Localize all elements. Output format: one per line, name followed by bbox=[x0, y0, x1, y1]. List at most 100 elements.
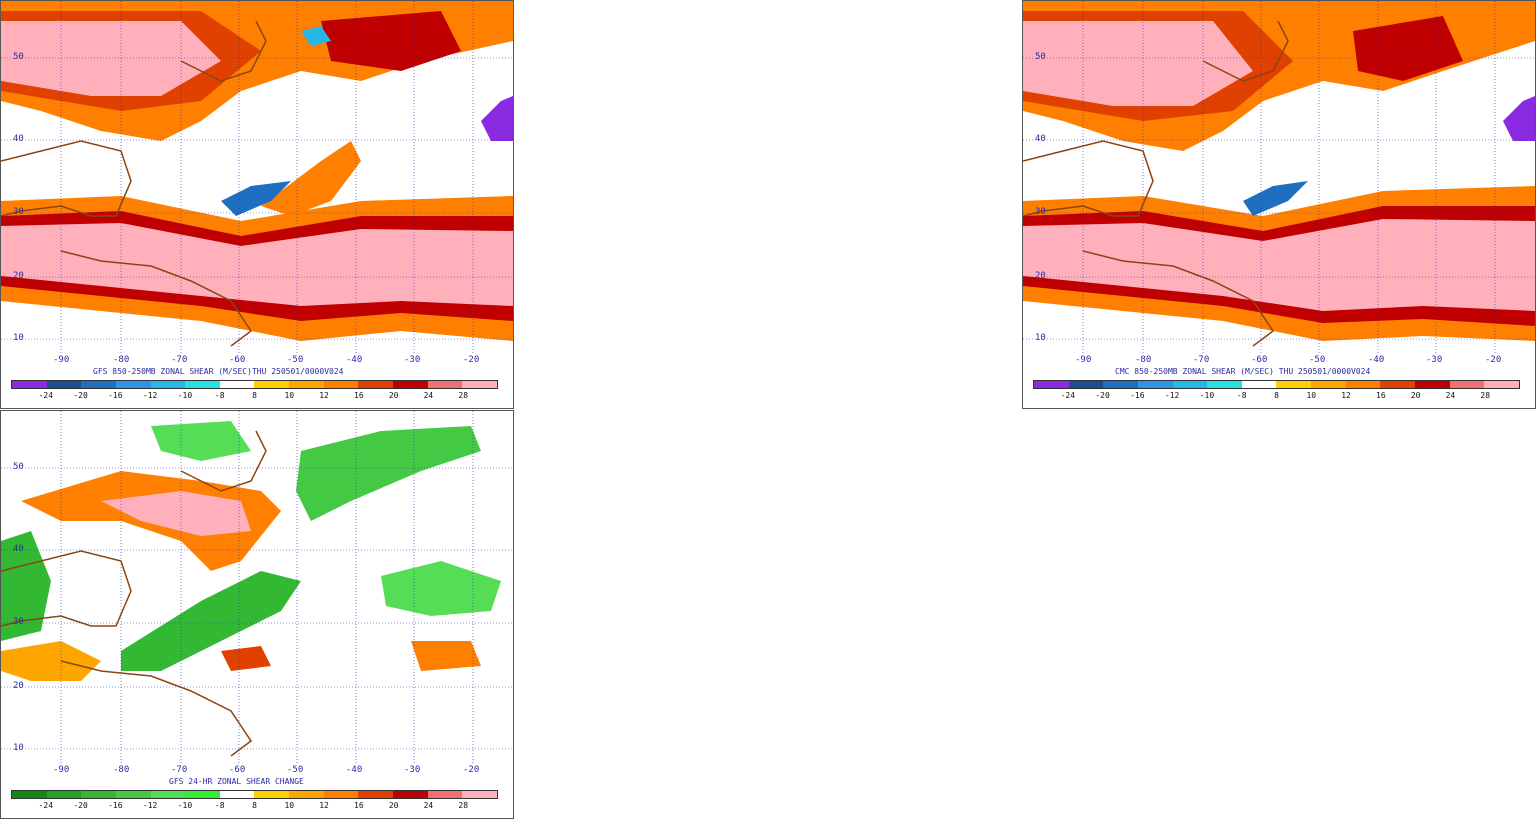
colorbar-tick-label: 8 bbox=[252, 391, 257, 400]
colorbar-tick-label: -8 bbox=[214, 391, 225, 400]
gfs-change-map bbox=[1, 411, 513, 763]
colorbar-tick-label: 20 bbox=[388, 391, 399, 400]
colorbar-tick-label: 24 bbox=[423, 391, 434, 400]
change-region bbox=[1, 531, 51, 641]
colorbar-swatch bbox=[1137, 381, 1173, 388]
lon-label: -90 bbox=[1075, 355, 1092, 365]
shear-region bbox=[1243, 181, 1308, 216]
cmc-shear-map bbox=[1023, 1, 1535, 353]
colorbar-tick-label: 16 bbox=[354, 801, 364, 810]
colorbar bbox=[1033, 380, 1520, 389]
colorbar-swatch bbox=[12, 381, 47, 388]
lon-label: -40 bbox=[1368, 355, 1385, 365]
colorbar-swatch bbox=[1311, 381, 1346, 388]
colorbar-tick-label: 24 bbox=[1445, 391, 1456, 400]
shear-region bbox=[1023, 219, 1535, 311]
lon-label: -50 bbox=[287, 355, 304, 365]
lon-label: -20 bbox=[463, 355, 480, 365]
colorbar-swatch bbox=[150, 791, 186, 798]
colorbar-tick-label: -10 bbox=[177, 391, 193, 400]
change-region bbox=[121, 571, 301, 671]
lon-label: -60 bbox=[229, 355, 246, 365]
lat-label: 50 bbox=[13, 52, 24, 62]
colorbar-swatch bbox=[81, 381, 116, 388]
colorbar-tick-label: -20 bbox=[1095, 391, 1110, 400]
colorbar-tick-label: -16 bbox=[1130, 391, 1145, 400]
colorbar-tick-label: -20 bbox=[73, 801, 88, 810]
lon-label: -20 bbox=[1485, 355, 1502, 365]
lon-label: -80 bbox=[1135, 355, 1152, 365]
colorbar-labels: -24 -20 -16 -12 -10 -8 8 10 12 16 20 24 28 bbox=[11, 801, 498, 813]
change-region bbox=[381, 561, 501, 616]
lon-label: -20 bbox=[463, 765, 480, 775]
colorbar bbox=[11, 790, 498, 799]
cmc-shear-panel: 50 40 30 20 10 -90 -80 -70 -60 -50 -40 -… bbox=[1022, 0, 1536, 409]
colorbar-tick-label: 12 bbox=[319, 391, 329, 400]
colorbar-swatch bbox=[1207, 381, 1242, 388]
colorbar-tick-label: -12 bbox=[1164, 391, 1180, 400]
colorbar-swatch bbox=[462, 791, 497, 798]
lat-label: 10 bbox=[13, 333, 24, 343]
panel-title: GFS 850-250MB ZONAL SHEAR (M/SEC)THU 250… bbox=[93, 367, 344, 376]
colorbar-tick-label: 10 bbox=[1306, 391, 1317, 400]
colorbar-swatch bbox=[46, 381, 82, 388]
colorbar-swatch bbox=[46, 791, 82, 798]
colorbar-swatch bbox=[1345, 381, 1381, 388]
change-region bbox=[101, 491, 251, 536]
colorbar-labels: -24 -20 -16 -12 -10 -8 8 10 12 16 20 24 28 bbox=[11, 391, 498, 403]
coastline bbox=[180, 20, 267, 82]
colorbar-swatch bbox=[115, 381, 151, 388]
colorbar-swatch bbox=[1068, 381, 1104, 388]
coastline bbox=[1082, 250, 1275, 347]
colorbar bbox=[11, 380, 498, 389]
shear-region bbox=[1023, 21, 1253, 106]
colorbar-tick-label: 10 bbox=[284, 391, 295, 400]
lat-label: 50 bbox=[13, 462, 24, 472]
shear-region bbox=[1503, 96, 1535, 141]
lon-label: -30 bbox=[1426, 355, 1443, 365]
lat-label: 30 bbox=[13, 207, 24, 217]
colorbar-swatch bbox=[427, 381, 463, 388]
lat-label: 10 bbox=[13, 743, 24, 753]
lat-label: 40 bbox=[1035, 134, 1046, 144]
shear-region bbox=[1, 21, 221, 96]
shear-region bbox=[1353, 16, 1463, 81]
change-region bbox=[151, 421, 251, 461]
colorbar-swatch bbox=[393, 791, 428, 798]
colorbar-tick-label: 8 bbox=[252, 801, 257, 810]
colorbar-tick-label: 28 bbox=[458, 801, 469, 810]
colorbar-swatch bbox=[323, 381, 359, 388]
shear-region bbox=[301, 26, 331, 46]
lon-label: -30 bbox=[404, 355, 421, 365]
lat-label: 20 bbox=[13, 681, 24, 691]
colorbar-swatch bbox=[219, 791, 255, 798]
gfs-shear-panel: 50 40 30 20 10 -90 -80 -70 -60 -50 -40 -… bbox=[0, 0, 514, 409]
colorbar-tick-label: 16 bbox=[1376, 391, 1386, 400]
lon-label: -60 bbox=[229, 765, 246, 775]
colorbar-swatch bbox=[462, 381, 497, 388]
colorbar-tick-label: -24 bbox=[38, 391, 54, 400]
lon-label: -90 bbox=[53, 765, 70, 775]
colorbar-tick-label: 8 bbox=[1274, 391, 1279, 400]
lat-label: 20 bbox=[13, 271, 24, 281]
colorbar-swatch bbox=[393, 381, 428, 388]
lon-label: -80 bbox=[113, 355, 130, 365]
colorbar-swatch bbox=[1034, 381, 1069, 388]
colorbar-swatch bbox=[289, 791, 324, 798]
colorbar-swatch bbox=[1103, 381, 1138, 388]
colorbar-tick-label: 28 bbox=[1480, 391, 1491, 400]
colorbar-tick-label: -20 bbox=[73, 391, 88, 400]
colorbar-tick-label: 12 bbox=[319, 801, 329, 810]
colorbar-tick-label: 24 bbox=[423, 801, 434, 810]
colorbar-tick-label: -10 bbox=[1199, 391, 1215, 400]
coastline bbox=[60, 660, 253, 757]
lon-label: -50 bbox=[287, 765, 304, 775]
shear-region bbox=[261, 141, 361, 216]
lon-label: -30 bbox=[404, 765, 421, 775]
colorbar-tick-label: 28 bbox=[458, 391, 469, 400]
colorbar-swatch bbox=[1415, 381, 1450, 388]
colorbar-tick-label: -8 bbox=[214, 801, 225, 810]
change-region bbox=[411, 641, 481, 671]
lon-label: -90 bbox=[53, 355, 70, 365]
colorbar-tick-label: 16 bbox=[354, 391, 364, 400]
